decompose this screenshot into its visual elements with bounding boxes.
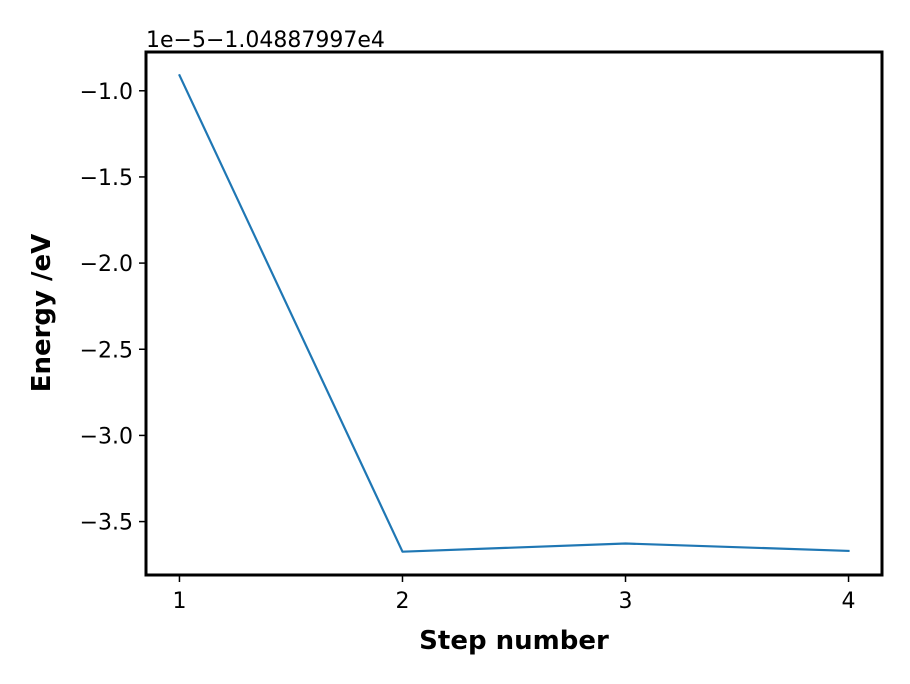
y-tick-label: −3.5	[80, 511, 133, 536]
x-tick-label: 4	[842, 589, 856, 614]
y-tick-label: −1.5	[80, 166, 133, 191]
y-tick-label: −2.5	[80, 338, 133, 363]
x-axis-label: Step number	[419, 626, 609, 656]
y-tick-label: −3.0	[80, 424, 133, 449]
x-tick-label: 3	[619, 589, 633, 614]
series-layer	[178, 73, 850, 553]
x-tick-label: 1	[172, 589, 186, 614]
y-axis-label: Energy /eV	[27, 234, 57, 393]
x-tick-label: 2	[395, 589, 409, 614]
y-axis-offset-text: 1e−5−1.04887997e4	[146, 28, 385, 53]
y-tick-label: −1.0	[80, 80, 133, 105]
series-line	[178, 73, 850, 553]
ticks-layer: 1 2 3 4 −1.0 −1.5 −2.0 −2.5 −3.0 −3.5	[80, 80, 856, 614]
y-tick-label: −2.0	[80, 252, 133, 277]
plot-frame	[144, 50, 884, 577]
